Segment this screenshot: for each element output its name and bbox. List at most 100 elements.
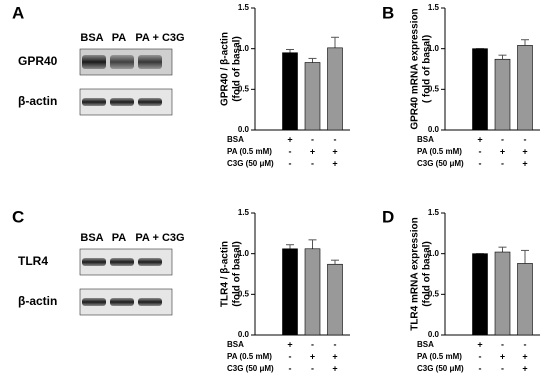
panel-letter: C bbox=[12, 207, 24, 226]
treatment-sign: - bbox=[524, 134, 527, 144]
bar bbox=[304, 62, 321, 131]
bar bbox=[327, 263, 343, 336]
blot-label: β-actin bbox=[18, 294, 57, 308]
blot-band bbox=[82, 55, 106, 69]
treatment-sign: - bbox=[311, 339, 314, 349]
treatment-sign: + bbox=[500, 146, 505, 156]
blot-label: TLR4 bbox=[18, 254, 48, 268]
lane-label: PA + C3G bbox=[135, 32, 184, 44]
blot-band bbox=[138, 298, 162, 306]
treatment-sign: - bbox=[289, 351, 292, 361]
y-axis-label: TLR4 mRNA expression bbox=[410, 217, 421, 331]
treatment-label: C3G (50 μM) bbox=[417, 159, 464, 168]
treatment-sign: - bbox=[289, 158, 292, 168]
treatment-sign: + bbox=[477, 339, 482, 349]
panel-letter: A bbox=[12, 3, 24, 22]
treatment-sign: - bbox=[479, 158, 482, 168]
blot-band bbox=[110, 258, 134, 266]
treatment-sign: + bbox=[522, 363, 527, 373]
lane-label: BSA bbox=[80, 32, 103, 44]
blot-band bbox=[82, 298, 106, 306]
treatment-label: C3G (50 μM) bbox=[227, 364, 274, 373]
treatment-sign: - bbox=[311, 363, 314, 373]
panel-letter: B bbox=[382, 3, 394, 22]
treatment-sign: - bbox=[501, 134, 504, 144]
y-tick-label: 0.5 bbox=[238, 289, 250, 298]
y-tick-label: 1.5 bbox=[238, 3, 250, 12]
treatment-sign: - bbox=[289, 146, 292, 156]
treatment-sign: - bbox=[334, 134, 337, 144]
treatment-sign: + bbox=[332, 351, 337, 361]
y-tick-label: 0.5 bbox=[428, 289, 440, 298]
y-tick-label: 0.5 bbox=[238, 84, 250, 93]
blot-band bbox=[82, 98, 106, 106]
treatment-sign: - bbox=[501, 363, 504, 373]
treatment-label: C3G (50 μM) bbox=[227, 159, 274, 168]
treatment-label: C3G (50 μM) bbox=[417, 364, 464, 373]
treatment-sign: - bbox=[501, 158, 504, 168]
y-axis-label: (fold of basal) bbox=[232, 241, 243, 307]
treatment-label: PA (0.5 mM) bbox=[417, 352, 462, 361]
bar bbox=[472, 253, 488, 336]
treatment-sign: - bbox=[334, 339, 337, 349]
y-tick-label: 1.0 bbox=[428, 44, 440, 53]
treatment-label: PA (0.5 mM) bbox=[227, 352, 272, 361]
blot-label: β-actin bbox=[18, 94, 57, 108]
treatment-sign: + bbox=[287, 339, 292, 349]
y-tick-label: 0.0 bbox=[428, 125, 440, 134]
lane-label: BSA bbox=[80, 232, 103, 244]
treatment-sign: - bbox=[524, 339, 527, 349]
bar bbox=[517, 263, 533, 336]
bar bbox=[517, 45, 533, 131]
blot-band bbox=[110, 298, 134, 306]
y-tick-label: 0.0 bbox=[238, 330, 250, 339]
treatment-sign: + bbox=[332, 363, 337, 373]
treatment-sign: + bbox=[522, 351, 527, 361]
treatment-sign: + bbox=[332, 158, 337, 168]
y-tick-label: 1.0 bbox=[238, 44, 250, 53]
treatment-sign: + bbox=[500, 351, 505, 361]
lane-label: PA bbox=[112, 232, 127, 244]
treatment-sign: - bbox=[289, 363, 292, 373]
blot-band bbox=[110, 55, 134, 69]
y-tick-label: 1.5 bbox=[238, 208, 250, 217]
y-axis-label: (fold of basal) bbox=[422, 241, 433, 307]
treatment-label: PA (0.5 mM) bbox=[417, 147, 462, 156]
panel-letter: D bbox=[382, 207, 394, 226]
blot-band bbox=[138, 55, 162, 69]
treatment-label: PA (0.5 mM) bbox=[227, 147, 272, 156]
bar bbox=[304, 248, 321, 336]
treatment-sign: + bbox=[310, 146, 315, 156]
y-axis-label: GPR40 mRNA expression bbox=[410, 8, 421, 129]
blot-band bbox=[138, 98, 162, 106]
blot-band bbox=[138, 258, 162, 266]
treatment-sign: + bbox=[477, 134, 482, 144]
y-axis-label: GPR40 / β-actin bbox=[220, 32, 231, 106]
y-axis-label: TLR4 / β-actin bbox=[220, 241, 231, 307]
y-tick-label: 0.0 bbox=[428, 330, 440, 339]
lane-label: PA bbox=[112, 32, 127, 44]
y-axis-label: (fold of basal) bbox=[232, 36, 243, 102]
lane-label: PA + C3G bbox=[135, 232, 184, 244]
bar bbox=[494, 251, 511, 336]
treatment-label: BSA bbox=[417, 340, 434, 349]
y-tick-label: 1.5 bbox=[428, 208, 440, 217]
treatment-label: BSA bbox=[227, 340, 244, 349]
treatment-sign: - bbox=[311, 158, 314, 168]
bar bbox=[327, 47, 343, 131]
treatment-sign: + bbox=[522, 146, 527, 156]
bar bbox=[282, 248, 298, 336]
treatment-sign: + bbox=[522, 158, 527, 168]
bar bbox=[494, 58, 511, 131]
y-tick-label: 0.5 bbox=[428, 84, 440, 93]
treatment-sign: - bbox=[501, 339, 504, 349]
y-axis-label: ( fold of basal) bbox=[422, 35, 433, 103]
y-tick-label: 0.0 bbox=[238, 125, 250, 134]
blot-band bbox=[82, 258, 106, 266]
blot-band bbox=[110, 98, 134, 106]
treatment-sign: - bbox=[479, 363, 482, 373]
treatment-sign: - bbox=[311, 134, 314, 144]
bar bbox=[472, 48, 488, 131]
blot-label: GPR40 bbox=[18, 54, 58, 68]
